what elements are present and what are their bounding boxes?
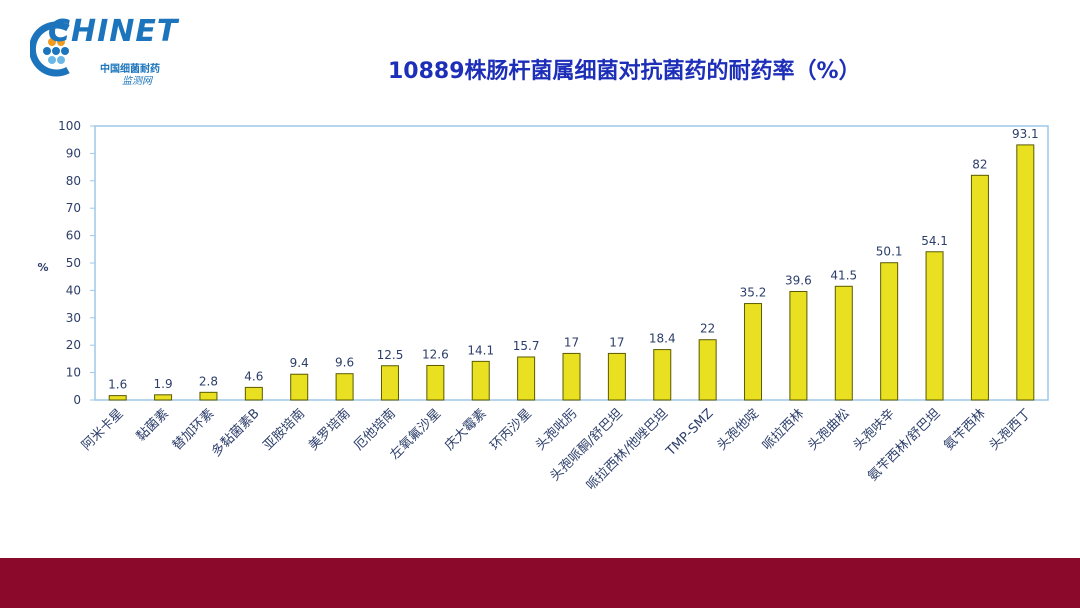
footer-band: [0, 558, 1080, 608]
bar-value-label: 14.1: [467, 343, 494, 357]
bar-chart: 0 10 20 30 40 50 60 70 80 90 100% 1.6 阿米卡星 1.9 黏菌素 2.8 替…: [37, 119, 1049, 494]
logo-subtitle: 中国细菌耐药: [100, 64, 160, 75]
bar: [426, 364, 445, 401]
bar: [517, 356, 536, 401]
bar-value-label: 4.6: [244, 369, 263, 383]
y-tick-label: 90: [66, 146, 81, 160]
bar: [562, 352, 581, 401]
x-tick-label: 庆大霉素: [442, 406, 489, 453]
bar-value-label: 12.5: [377, 348, 404, 362]
x-tick-label: 黏菌素: [133, 406, 172, 445]
x-tick-label: 环丙沙星: [488, 406, 535, 453]
logo-wordmark: CHINET: [48, 14, 179, 49]
bar-value-label: 1.6: [108, 378, 127, 392]
y-tick-label: 100: [58, 119, 81, 133]
bar-value-label: 41.5: [830, 268, 857, 282]
bar: [607, 352, 626, 401]
bar-value-label: 1.9: [154, 377, 173, 391]
bar-value-label: 17: [609, 335, 624, 349]
bar-value-label: 35.2: [740, 286, 767, 300]
x-tick-label: 头孢曲松: [805, 406, 852, 453]
y-tick-label: 0: [73, 393, 81, 407]
y-tick-label: 80: [66, 174, 81, 188]
bar: [653, 349, 672, 401]
bar: [108, 395, 127, 401]
bar: [380, 365, 399, 401]
x-tick-label: 头孢他啶: [714, 406, 761, 453]
bar: [1016, 144, 1035, 401]
x-tick-label: 阿米卡星: [79, 406, 126, 453]
bar: [199, 391, 218, 401]
x-tick-label: 多黏菌素B: [208, 406, 262, 460]
bar: [970, 174, 989, 401]
bar: [698, 339, 717, 401]
bar-value-label: 39.6: [785, 273, 812, 287]
bar-value-label: 17: [564, 335, 579, 349]
logo-globe-icon: [30, 21, 70, 77]
bar-value-label: 9.6: [335, 356, 354, 370]
bar: [290, 373, 309, 401]
bar-value-label: 22: [700, 322, 715, 336]
bar: [471, 360, 490, 401]
x-tick-label: 氨苄西林: [941, 406, 988, 453]
x-tick-label: TMP-SMZ: [663, 406, 717, 460]
x-tick-label: 亚胺培南: [260, 406, 308, 454]
bar-value-label: 9.4: [290, 356, 309, 370]
y-tick-label: 30: [66, 311, 81, 325]
bar-value-label: 93.1: [1012, 127, 1039, 141]
bar: [335, 373, 354, 401]
y-tick-label: 20: [66, 338, 81, 352]
bar-value-label: 54.1: [921, 234, 948, 248]
x-tick-label: 厄他培南: [351, 406, 399, 454]
bar-value-label: 82: [972, 157, 987, 171]
y-tick-label: 70: [66, 201, 81, 215]
x-tick-label: 哌拉西林/他唑巴坦: [583, 406, 671, 494]
chinet-logo: CHINET 中国细菌耐药 监测网: [30, 14, 200, 87]
y-tick-label: 10: [66, 366, 81, 380]
bar-value-label: 12.6: [422, 347, 449, 361]
bar-value-label: 15.7: [513, 339, 540, 353]
bar: [744, 303, 763, 401]
chart-title: 10889株肠杆菌属细菌对抗菌药的耐药率（%）: [388, 59, 861, 84]
bar-value-label: 50.1: [876, 245, 903, 259]
x-tick-label: 头孢呋辛: [851, 406, 898, 453]
bar: [154, 394, 173, 401]
x-tick-label: 头孢吡肟: [533, 406, 580, 453]
y-axis-label: %: [37, 261, 48, 274]
logo-subtitle-2: 监测网: [122, 76, 152, 87]
bar: [244, 386, 263, 401]
bar: [789, 290, 808, 401]
y-tick-label: 40: [66, 283, 81, 297]
x-tick-label: 头孢西丁: [987, 406, 1034, 453]
x-tick-label: 替加环素: [170, 406, 217, 453]
bar: [925, 251, 944, 401]
x-tick-label: 美罗培南: [305, 406, 353, 454]
x-tick-label: 哌拉西林: [759, 406, 807, 454]
y-tick-label: 50: [66, 256, 81, 270]
bar-value-label: 18.4: [649, 332, 676, 346]
bar-value-label: 2.8: [199, 374, 218, 388]
bar: [834, 285, 853, 401]
bar: [880, 262, 899, 401]
y-tick-label: 60: [66, 229, 81, 243]
